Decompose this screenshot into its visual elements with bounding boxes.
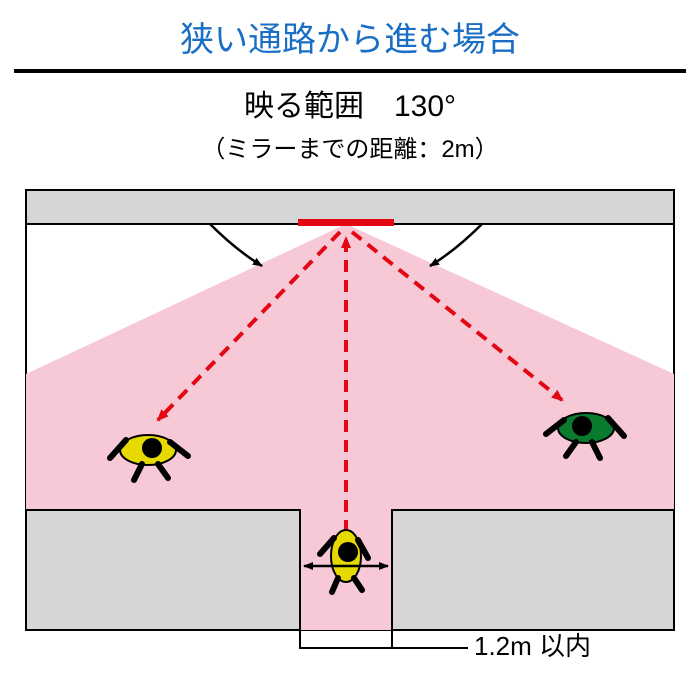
curve-arrow-right bbox=[430, 224, 482, 266]
lower-wall-right bbox=[392, 510, 674, 630]
diagram-title: 狭い通路から進む場合 bbox=[0, 0, 700, 69]
mirror-range-diagram: 1.2m 以内 bbox=[20, 170, 680, 670]
corridor-width-label: 1.2m 以内 bbox=[474, 631, 591, 661]
distance-label: （ミラーまでの距離：2m） bbox=[0, 129, 700, 164]
range-label: 映る範囲 130° bbox=[0, 81, 700, 125]
corridor-bracket bbox=[300, 630, 392, 648]
lower-wall-left bbox=[26, 510, 300, 630]
title-underline bbox=[14, 69, 686, 73]
top-wall bbox=[26, 190, 674, 224]
curve-arrow-left bbox=[210, 224, 262, 266]
mirror bbox=[298, 219, 394, 226]
